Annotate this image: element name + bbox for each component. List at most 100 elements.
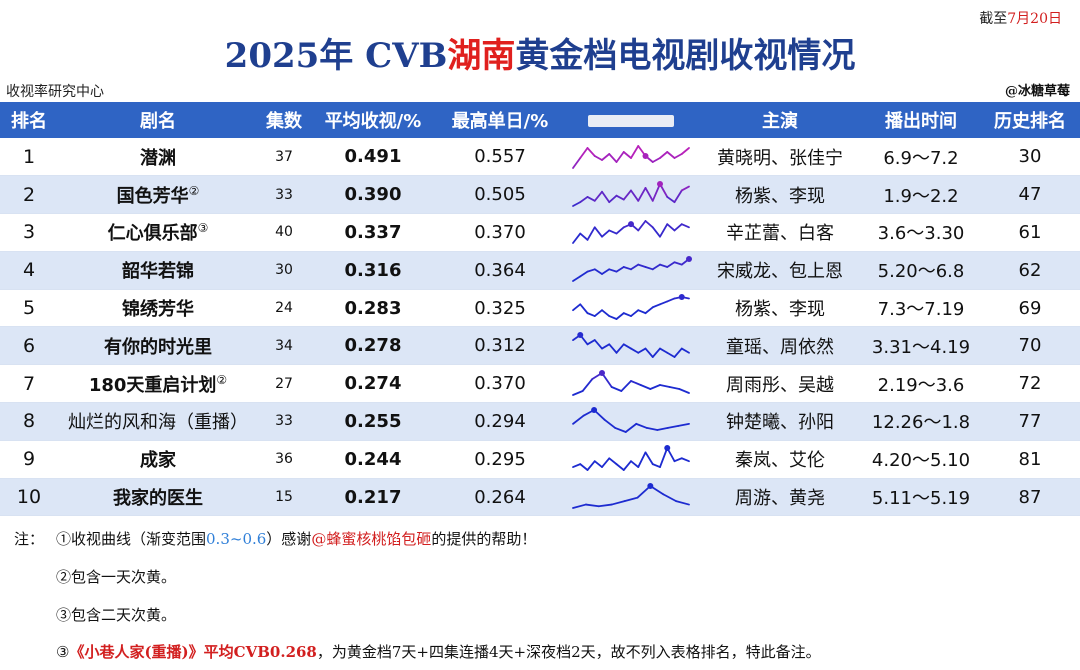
average-cell: 0.255 [310, 402, 436, 441]
curve-segment [637, 451, 647, 469]
curve-segment [651, 226, 661, 239]
history-cell: 81 [980, 440, 1080, 479]
curve-cell [564, 326, 698, 366]
period-cell: 4.20～5.10 [862, 440, 980, 479]
rank-cell: 1 [0, 138, 58, 177]
curve-segment [635, 423, 648, 430]
note-1-mid: ）感谢 [266, 530, 312, 548]
table-row: 9 成家 36 0.244 0.295 秦岚、艾伦 4.20～5.10 81 [0, 440, 1080, 479]
curve-segment [584, 503, 600, 508]
title-cell-text: 灿烂的风和海（重播） [68, 412, 248, 434]
rank-cell-text: 7 [22, 372, 36, 395]
episodes-cell-text: 36 [275, 451, 293, 468]
cast-cell-text: 秦岚、艾伦 [735, 450, 825, 472]
curve-segment [572, 415, 585, 426]
rank-cell: 3 [0, 213, 58, 252]
curve-segment [637, 220, 647, 232]
curve-segment [572, 275, 582, 283]
table-row: 2 国色芳华② 33 0.390 0.505 杨紫、李现 1.9～2.2 47 [0, 175, 1080, 215]
rank-cell: 9 [0, 440, 58, 479]
title-cell-text: 仁心俱乐部 [107, 223, 198, 245]
average-cell: 0.274 [310, 364, 436, 404]
curve-segment [586, 268, 596, 273]
title-cell: 韶华若锦 [58, 251, 258, 290]
episodes-cell-text: 27 [275, 375, 293, 392]
curve-segment [579, 463, 589, 472]
rating-curve [572, 294, 690, 320]
average-cell-text: 0.255 [344, 410, 402, 432]
period-cell-text: 2.19～3.6 [877, 374, 965, 396]
average-cell-text: 0.283 [344, 297, 402, 319]
curve-segment [637, 263, 647, 269]
history-cell-text: 62 [1018, 259, 1042, 281]
rating-curve [572, 331, 690, 358]
title-prefix: 2025年 CVB [224, 36, 448, 76]
note-4-title: 《小巷人家(重播)》平均CVB0.268 [69, 643, 317, 661]
rank-cell: 10 [0, 478, 58, 517]
peak-cell: 0.364 [436, 251, 564, 290]
average-cell: 0.491 [310, 138, 436, 177]
title-cell-text: 韶华若锦 [122, 261, 194, 283]
table-body: 1 潜渊 37 0.491 0.557 黄晓明、张佳宁 6.9～7.2 30 2 国色芳华② 33 0… [0, 138, 1080, 517]
average-cell: 0.283 [310, 289, 436, 328]
rating-curve [572, 180, 690, 207]
cast-cell-text: 黄晓明、张佳宁 [717, 147, 843, 169]
history-cell: 72 [980, 364, 1080, 404]
header-peak: 最高单日/% [436, 102, 564, 138]
cast-cell: 辛芷蕾、白客 [698, 213, 862, 252]
average-cell-text: 0.278 [344, 335, 402, 357]
curve-segment [649, 383, 661, 390]
period-cell-text: 7.3～7.19 [877, 299, 965, 321]
curve-segment [630, 263, 640, 271]
curve-segment [586, 460, 596, 472]
curve-segment [622, 150, 632, 159]
peak-cell: 0.312 [436, 326, 564, 366]
title-cell-text: 成家 [140, 450, 176, 472]
cast-cell: 周雨彤、吴越 [698, 364, 862, 404]
curve-segment [662, 493, 678, 503]
period-cell: 5.11～5.19 [862, 478, 980, 517]
curve-segment [597, 503, 613, 508]
curve-segment [572, 156, 582, 169]
curve-segment [673, 152, 683, 159]
peak-point [664, 445, 671, 452]
curve-segment [601, 190, 611, 203]
curve-segment [666, 223, 676, 232]
curve-segment [593, 339, 603, 350]
curve-segment [608, 343, 618, 354]
cast-cell-text: 周游、黄尧 [735, 488, 825, 510]
peak-cell: 0.505 [436, 175, 564, 215]
curve-segment [601, 152, 611, 161]
cast-cell-text: 周雨彤、吴越 [726, 374, 834, 396]
cast-cell: 钟楚曦、孙阳 [698, 402, 862, 441]
curve-segment [623, 496, 639, 503]
curve-segment [622, 460, 632, 472]
rank-cell-text: 6 [22, 334, 36, 357]
curve-segment [608, 457, 618, 466]
curve-segment [615, 266, 625, 273]
history-cell: 70 [980, 326, 1080, 366]
rank-cell: 6 [0, 326, 58, 366]
curve-cell [564, 402, 698, 441]
average-cell-text: 0.337 [344, 221, 402, 243]
curve-segment [651, 182, 661, 202]
table-row: 1 潜渊 37 0.491 0.557 黄晓明、张佳宁 6.9～7.2 30 [0, 138, 1080, 177]
curve-segment [659, 263, 669, 269]
peak-cell: 0.294 [436, 402, 564, 441]
peak-point [577, 331, 584, 338]
table-row: 7 180天重启计划② 27 0.274 0.370 周雨彤、吴越 2.19～3.6 72 [0, 364, 1080, 404]
episodes-cell: 15 [258, 478, 310, 517]
rank-cell: 7 [0, 364, 58, 404]
cast-cell-text: 宋威龙、包上恩 [717, 261, 843, 283]
cast-cell: 宋威龙、包上恩 [698, 251, 862, 290]
episodes-cell: 37 [258, 138, 310, 177]
episodes-cell-text: 34 [275, 337, 293, 354]
period-cell-text: 6.9～7.2 [883, 147, 959, 169]
average-cell-text: 0.316 [344, 259, 402, 281]
rating-curve [572, 483, 690, 509]
curve-cell [564, 138, 698, 177]
note-4-text: ，为黄金档7天+四集连播4天+深夜档2天，故不列入表格排名，特此备注。 [316, 643, 821, 661]
curve-segment [586, 339, 596, 346]
curve-segment [601, 309, 611, 318]
history-cell-text: 69 [1018, 297, 1042, 319]
